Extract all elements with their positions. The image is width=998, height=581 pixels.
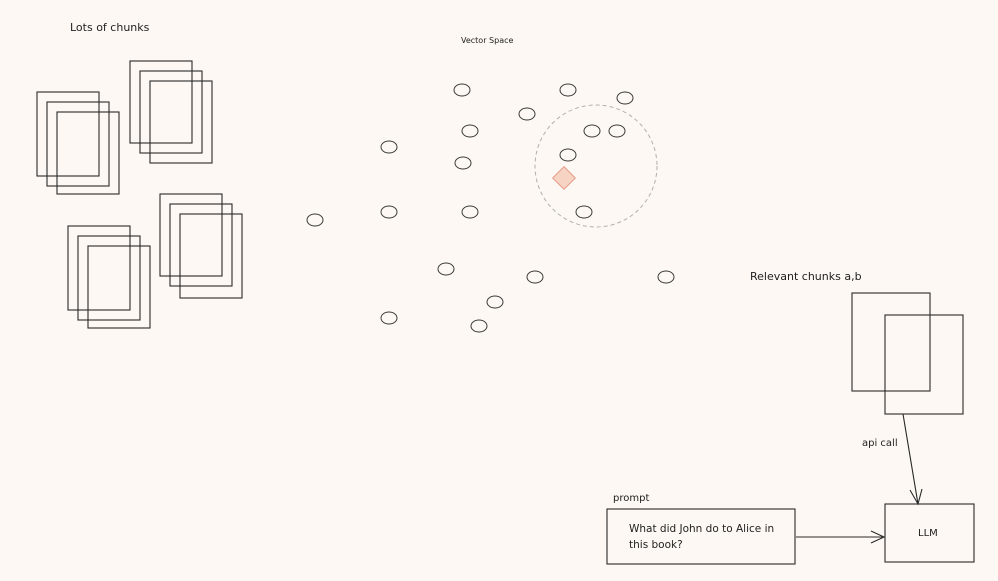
vector-point <box>486 295 504 309</box>
vector-point <box>616 91 634 105</box>
relevant-chunk-b <box>884 314 964 415</box>
api-call-arrow <box>902 413 919 505</box>
vector-point <box>453 83 471 97</box>
chunk <box>129 60 193 144</box>
vector-point <box>608 124 626 138</box>
chunk <box>46 101 110 187</box>
vector-point <box>575 205 593 219</box>
chunk-stack <box>129 60 213 164</box>
vector-point <box>583 124 601 138</box>
chunk <box>169 203 233 287</box>
chunk-stack <box>36 91 120 195</box>
vector-point <box>461 205 479 219</box>
llm-label: LLM <box>918 528 938 539</box>
prompt-text: What did John do to Alice in this book? <box>629 523 775 551</box>
chunk <box>77 235 141 321</box>
relevant-chunk-a <box>851 292 931 392</box>
vector-point <box>559 148 577 162</box>
query-vector <box>551 165 577 191</box>
chunk <box>87 245 151 329</box>
nearest-neighbor-circle <box>534 104 658 228</box>
arrowhead <box>870 530 886 544</box>
vector-point <box>380 311 398 325</box>
chunk <box>36 91 100 177</box>
prompt-caption: prompt <box>613 493 650 504</box>
api-call-label: api call <box>862 438 898 449</box>
vector-point <box>437 262 455 276</box>
vector-point <box>559 83 577 97</box>
vector-point <box>454 156 472 170</box>
chunk <box>56 111 120 195</box>
chunk <box>139 70 203 154</box>
vector-point <box>518 107 536 121</box>
relevant-chunks-title: Relevant chunks a,b <box>750 270 862 283</box>
chunk-stack <box>159 193 243 299</box>
prompt-box <box>606 508 796 565</box>
vector-point <box>461 124 479 138</box>
chunk-stack <box>67 225 151 329</box>
llm-box <box>884 503 975 563</box>
vector-point <box>657 270 675 284</box>
chunk <box>159 193 223 277</box>
chunk <box>149 80 213 164</box>
vector-points <box>306 83 675 333</box>
vector-space-title: Vector Space <box>461 36 514 45</box>
vector-point <box>470 319 488 333</box>
vector-point <box>526 270 544 284</box>
relevant-chunks <box>851 292 964 415</box>
vector-point <box>380 140 398 154</box>
chunk <box>67 225 131 311</box>
vector-point <box>380 205 398 219</box>
chunk <box>179 213 243 299</box>
vector-point <box>306 213 324 227</box>
chunks-title: Lots of chunks <box>70 21 150 34</box>
